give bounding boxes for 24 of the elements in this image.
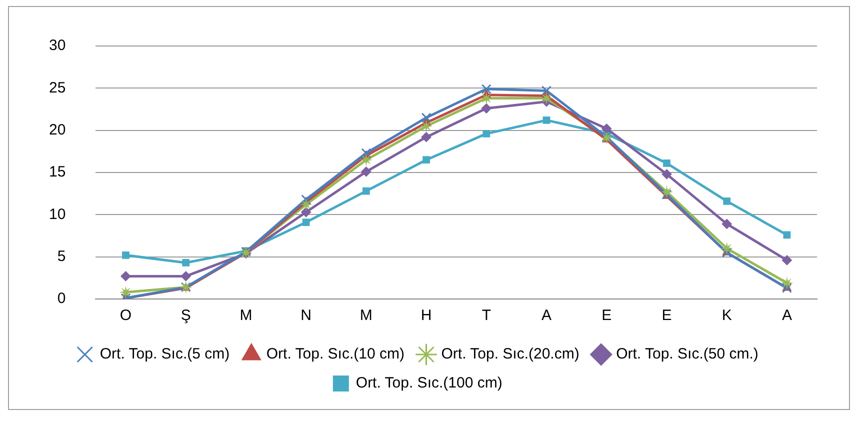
y-tick-label: 20 — [48, 121, 66, 138]
x-tick-label: T — [482, 307, 491, 324]
y-tick-label: 30 — [48, 37, 66, 54]
x-tick-label: K — [722, 307, 732, 324]
legend-label: Ort. Top. Sıc.(10 cm) — [266, 346, 404, 363]
x-tick-label: E — [602, 307, 612, 324]
legend-label: Ort. Top. Sıc.(5 cm) — [100, 346, 230, 363]
x-tick-label: H — [420, 307, 432, 324]
y-tick-label: 10 — [48, 206, 66, 223]
y-tick-label: 0 — [57, 290, 66, 308]
x-tick-label: M — [240, 307, 252, 324]
x-tick-label: A — [782, 307, 792, 324]
y-tick-label: 15 — [48, 164, 66, 181]
y-tick-label: 25 — [48, 79, 66, 96]
legend-label: Ort. Top. Sıc.(100 cm) — [356, 374, 502, 392]
y-tick-label: 5 — [57, 248, 66, 265]
x-tick-label: M — [360, 307, 372, 324]
legend-label: Ort. Top. Sıc.(20.cm) — [441, 346, 580, 363]
x-tick-label: O — [120, 307, 132, 324]
x-tick-label: A — [542, 307, 552, 324]
x-tick-label: E — [662, 307, 672, 324]
x-tick-label: Ş — [180, 307, 191, 324]
legend-label: Ort. Top. Sıc.(50 cm.) — [616, 346, 758, 363]
x-tick-label: N — [300, 307, 312, 324]
